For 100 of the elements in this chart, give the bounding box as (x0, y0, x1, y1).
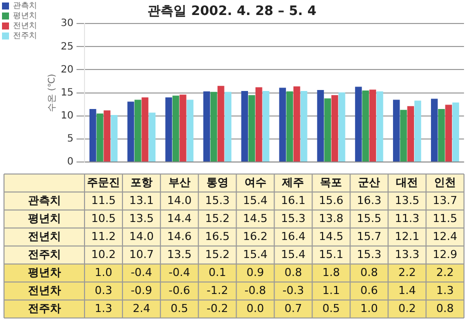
bar (438, 108, 445, 162)
text: 0.5 (322, 302, 340, 315)
text: -0.9 (130, 284, 152, 297)
text: -0.2 (206, 302, 228, 315)
x-tick-label: 통영 (206, 176, 228, 189)
x-tick-label: 대전 (396, 176, 418, 189)
data-label: 12.1 (394, 230, 420, 243)
data-label: 14.6 (167, 230, 192, 243)
data-label: 11.5 (91, 194, 116, 207)
data-label: 11.5 (432, 212, 458, 225)
bar (241, 90, 248, 162)
bar (407, 106, 414, 162)
data-label: 15.3 (356, 248, 382, 261)
text: 0.3 (94, 284, 112, 297)
bar (355, 86, 362, 162)
text: 0.5 (170, 302, 188, 315)
legend-label: 평년치 (13, 11, 37, 20)
bar (393, 100, 400, 162)
text: 1.3 (436, 284, 454, 297)
text: 평년치 (28, 212, 61, 225)
text: 0.0 (246, 302, 264, 315)
data-label: 12.9 (432, 248, 458, 261)
text: 전주차 (28, 302, 61, 315)
bar (338, 92, 346, 162)
data-label: 16.1 (280, 194, 306, 207)
data-label: 16.5 (205, 230, 230, 243)
bar (331, 95, 338, 162)
bar (300, 90, 308, 162)
text: 1.1 (322, 284, 340, 297)
text: 0.7 (284, 302, 302, 315)
x-tick-label: 군산 (358, 176, 380, 189)
data-label: 16.3 (356, 194, 382, 207)
text: -0.8 (244, 284, 266, 297)
bar (262, 90, 270, 162)
data-label: 10.5 (91, 212, 116, 225)
bar (110, 114, 118, 162)
bar (279, 88, 286, 162)
text: 전주치 (28, 248, 61, 261)
bar (452, 102, 460, 162)
y-tick-label: 20 (60, 64, 74, 76)
bar (142, 97, 148, 162)
y-tick-label: 0 (67, 156, 74, 168)
data-label: 15.4 (280, 248, 306, 261)
data-label: 15.1 (318, 248, 344, 261)
text: 0.8 (284, 266, 302, 279)
data-label: 14.0 (129, 230, 154, 243)
data-label: 12.4 (432, 230, 458, 243)
text: 전년차 (28, 284, 61, 297)
bar (286, 91, 294, 162)
x-tick-label: 주문진 (87, 176, 120, 189)
data-label: 14.5 (318, 230, 344, 243)
y-tick-label: 25 (60, 41, 74, 52)
text: 1.8 (322, 266, 340, 279)
data-label: 10.2 (91, 248, 116, 261)
text: -1.2 (206, 284, 228, 297)
x-tick-label: 포항 (130, 176, 152, 189)
data-label: 16.4 (280, 230, 306, 243)
data-label: 15.7 (356, 230, 382, 243)
data-label: 15.3 (280, 212, 306, 225)
bar (255, 87, 262, 162)
text: -0.6 (168, 284, 190, 297)
bar (148, 112, 156, 162)
y-axis-title: 수온 (℃) (48, 74, 58, 112)
bar (362, 90, 369, 162)
text: 0.2 (398, 302, 416, 315)
text: 1.0 (360, 302, 378, 315)
y-tick-label: 10 (60, 110, 74, 122)
bar (165, 97, 172, 162)
data-label: 13.5 (167, 248, 192, 261)
text: 2.4 (132, 302, 150, 315)
data-label: 11.3 (394, 212, 420, 225)
data-label: 14.5 (243, 212, 268, 225)
text: 전년치 (28, 230, 61, 243)
bar (293, 86, 300, 162)
text: 0.6 (360, 284, 378, 297)
bar (203, 91, 210, 162)
data-label: 13.1 (129, 194, 154, 207)
data-label: 15.6 (318, 194, 344, 207)
x-tick-label: 인천 (434, 176, 456, 189)
y-tick-label: 5 (67, 134, 74, 145)
y-tick-label: 30 (60, 18, 74, 30)
y-tick-label: 15 (60, 87, 74, 98)
text: 2.2 (436, 266, 454, 279)
data-label: 13.3 (394, 248, 420, 261)
data-label: 13.5 (129, 212, 154, 225)
text: 0.8 (436, 302, 454, 315)
text: 2.2 (398, 266, 416, 279)
text: -0.4 (168, 266, 190, 279)
bar (104, 110, 110, 162)
data-label: 14.0 (167, 194, 192, 207)
bar (369, 90, 376, 162)
x-tick-label: 목포 (320, 176, 342, 189)
bar (210, 92, 218, 162)
bar (218, 86, 224, 162)
text: 0.1 (208, 266, 226, 279)
text: 1.4 (398, 284, 416, 297)
bar (224, 92, 232, 162)
data-label: 13.7 (432, 194, 458, 207)
data-label: 13.8 (318, 212, 344, 225)
legend-label: 관측치 (13, 1, 37, 10)
